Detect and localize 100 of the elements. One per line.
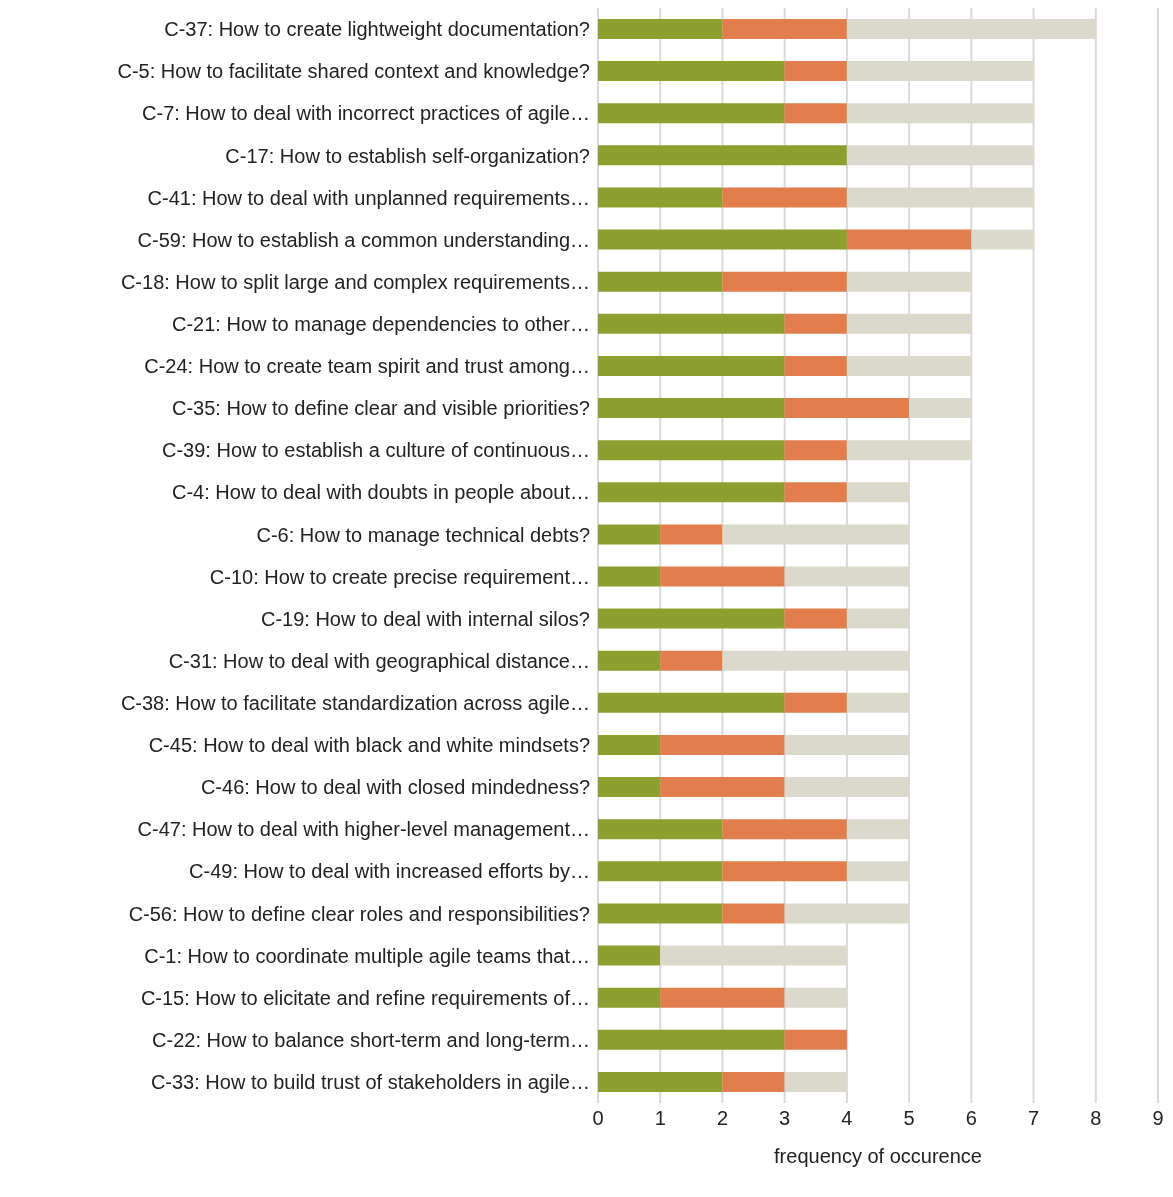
bar (660, 524, 723, 545)
bar (598, 355, 785, 376)
bar (598, 482, 785, 503)
bar (784, 482, 847, 503)
y-tick-label: C-35: How to define clear and visible priorities? (172, 397, 590, 420)
y-tick-label: C-59: How to establish a common understanding… (137, 228, 590, 251)
y-tick-label: C-15: How to elicitate and refine requirements of… (140, 986, 590, 1009)
bar (784, 103, 847, 124)
x-tick-label: 2 (716, 1107, 729, 1130)
bar (846, 103, 1034, 124)
bar (660, 777, 785, 798)
y-tick-label: C-21: How to manage dependencies to other… (171, 312, 590, 335)
y-tick-label: C-39: How to establish a culture of continuous… (162, 439, 590, 462)
x-tick-label: 9 (1152, 1107, 1164, 1130)
x-axis-title: frequency of occurence (774, 1145, 982, 1167)
bar (598, 650, 661, 671)
bar (846, 692, 910, 713)
bar (598, 819, 723, 840)
bar (846, 145, 1034, 166)
x-tick-label: 0 (592, 1107, 604, 1130)
bar (909, 398, 972, 419)
y-tick-label: C-6: How to manage technical debts? (256, 523, 590, 546)
bar (660, 945, 847, 966)
bar (971, 229, 1034, 250)
bar (598, 271, 723, 292)
y-tick-label: C-5: How to facilitate shared context and knowledge? (117, 60, 590, 83)
bar (598, 103, 785, 124)
x-tick-label: 4 (841, 1107, 853, 1130)
bar (722, 861, 847, 882)
bar (784, 987, 847, 1008)
y-tick-label: C-38: How to facilitate standardization across agile… (120, 692, 590, 714)
bar (846, 19, 1096, 39)
bar (598, 187, 723, 208)
x-tick-label: 8 (1090, 1107, 1102, 1130)
bar (598, 566, 661, 587)
bar (784, 440, 847, 461)
bar (660, 734, 785, 755)
bar (846, 355, 972, 376)
bar (784, 903, 910, 924)
bar (784, 734, 910, 755)
bar (846, 187, 1034, 208)
bar (784, 608, 847, 629)
bar (598, 524, 661, 545)
y-tick-label: C-33: How to build trust of stakeholders in agile… (150, 1071, 590, 1094)
bar (784, 1029, 847, 1050)
bar (722, 271, 847, 292)
bar (784, 1071, 847, 1092)
bar (784, 355, 847, 376)
bar (846, 482, 910, 503)
x-tick-label: 1 (654, 1107, 666, 1130)
x-tick-label: 6 (965, 1107, 977, 1130)
y-tick-label: C-22: How to balance short-term and long-term… (152, 1028, 590, 1051)
bar (846, 229, 972, 250)
y-tick-label: C-10: How to create precise requirement… (209, 565, 590, 588)
bar (846, 440, 972, 461)
bar (784, 313, 847, 334)
bar (598, 440, 785, 461)
y-tick-label: C-49: How to deal with increased efforts by… (189, 860, 590, 883)
y-tick-label: C-7: How to deal with incorrect practices of agile… (142, 102, 590, 125)
bar (598, 903, 723, 924)
bar (598, 1029, 785, 1050)
bar (846, 608, 910, 629)
bar (722, 819, 847, 840)
bar (598, 608, 785, 629)
bar (598, 229, 847, 250)
bar (722, 19, 847, 39)
y-tick-label: C-56: How to define clear roles and responsibilities? (128, 902, 590, 925)
bar (598, 861, 723, 882)
y-tick-label: C-41: How to deal with unplanned requirements… (147, 186, 590, 209)
bar (722, 187, 847, 208)
bar (598, 61, 785, 82)
bar (846, 861, 910, 882)
y-tick-label: C-46: How to deal with closed mindedness? (200, 776, 590, 799)
y-tick-label: C-1: How to coordinate multiple agile teams that… (144, 944, 590, 967)
bar (784, 398, 910, 419)
bar (598, 692, 785, 713)
y-tick-label: C-45: How to deal with black and white mindsets? (148, 734, 590, 757)
bar (846, 819, 910, 840)
bar (598, 19, 723, 39)
y-tick-label: C-18: How to split large and complex requirements… (120, 270, 590, 293)
bar (598, 734, 661, 755)
y-tick-label: C-19: How to deal with internal silos? (260, 607, 590, 630)
y-tick-label: C-4: How to deal with doubts in people about… (171, 481, 590, 504)
y-tick-label: C-47: How to deal with higher-level management… (137, 818, 590, 841)
bar (598, 777, 661, 798)
bar (846, 271, 972, 292)
bar (598, 145, 847, 166)
bar (598, 945, 661, 966)
bar (784, 692, 847, 713)
bar (660, 650, 723, 671)
bar (722, 524, 910, 545)
bar (846, 61, 1034, 82)
bar (598, 313, 785, 334)
x-tick-label: 7 (1027, 1107, 1040, 1130)
bar (722, 650, 910, 671)
x-tick-label: 5 (903, 1107, 915, 1130)
y-tick-label: C-31: How to deal with geographical distance… (168, 649, 590, 672)
bar (846, 313, 972, 334)
bar (722, 903, 785, 924)
bar (784, 61, 847, 82)
